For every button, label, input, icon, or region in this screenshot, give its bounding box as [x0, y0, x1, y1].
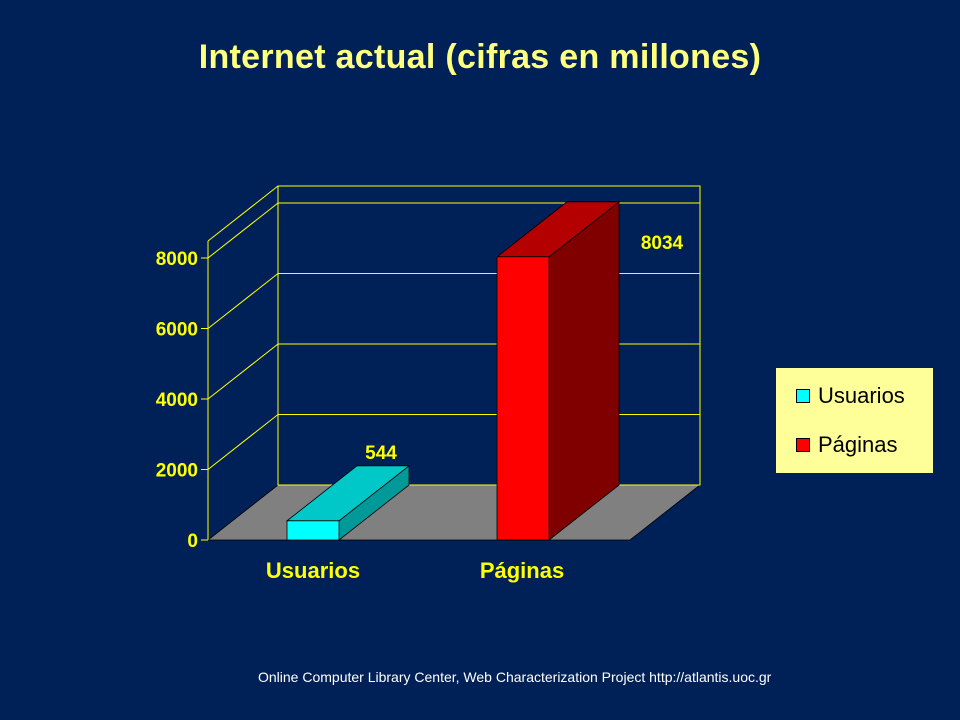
chart-legend: Usuarios Páginas: [776, 368, 933, 473]
chart-bar-front: [496, 256, 550, 541]
slide-title: Internet actual (cifras en millones): [198, 38, 762, 76]
chart-floor: [206, 484, 702, 541]
chart-data-label: 8034: [641, 233, 684, 254]
chart-y-tick-label: 4000: [156, 390, 198, 411]
chart-y-tick-labels: 0 2000 4000 6000 8000: [156, 249, 198, 552]
chart-y-tick-label: 8000: [156, 249, 198, 270]
chart-bars: [285, 200, 621, 541]
chart-gridline-side: [207, 343, 279, 400]
legend-label-usuarios: Usuarios: [818, 383, 905, 408]
chart-gridline-side: [207, 414, 279, 470]
chart-x-tick-label: Páginas: [480, 558, 564, 583]
source-note: Online Computer Library Center, Web Char…: [258, 669, 772, 685]
chart-bar-paginas: [495, 200, 621, 541]
chart-x-tick-labels: Usuarios Páginas: [266, 558, 564, 583]
legend-item-usuarios: Usuarios: [796, 381, 905, 411]
legend-swatch-paginas: [796, 438, 810, 452]
chart-back-wall: [277, 185, 701, 486]
chart-bar-side: [548, 200, 620, 541]
legend-item-paginas: Páginas: [796, 430, 898, 460]
chart-y-tick-label: 2000: [156, 461, 198, 482]
chart-walls: [206, 185, 702, 541]
chart-gridline-side: [207, 202, 279, 259]
chart-gridline-side: [207, 273, 279, 329]
chart-x-tick-label: Usuarios: [266, 558, 360, 583]
chart-left-wall-top-edge: [207, 185, 279, 242]
chart-y-tick-label: 0: [187, 531, 198, 552]
chart-bar-usuarios: [285, 465, 411, 541]
chart-bar-front: [286, 520, 340, 541]
chart-data-label: 544: [365, 443, 397, 464]
legend-label-paginas: Páginas: [818, 432, 898, 457]
chart-y-tick-label: 6000: [156, 320, 198, 341]
chart-data-labels: 544 8034: [365, 233, 683, 464]
chart-gridlines: [201, 202, 700, 541]
legend-swatch-usuarios: [796, 389, 810, 403]
